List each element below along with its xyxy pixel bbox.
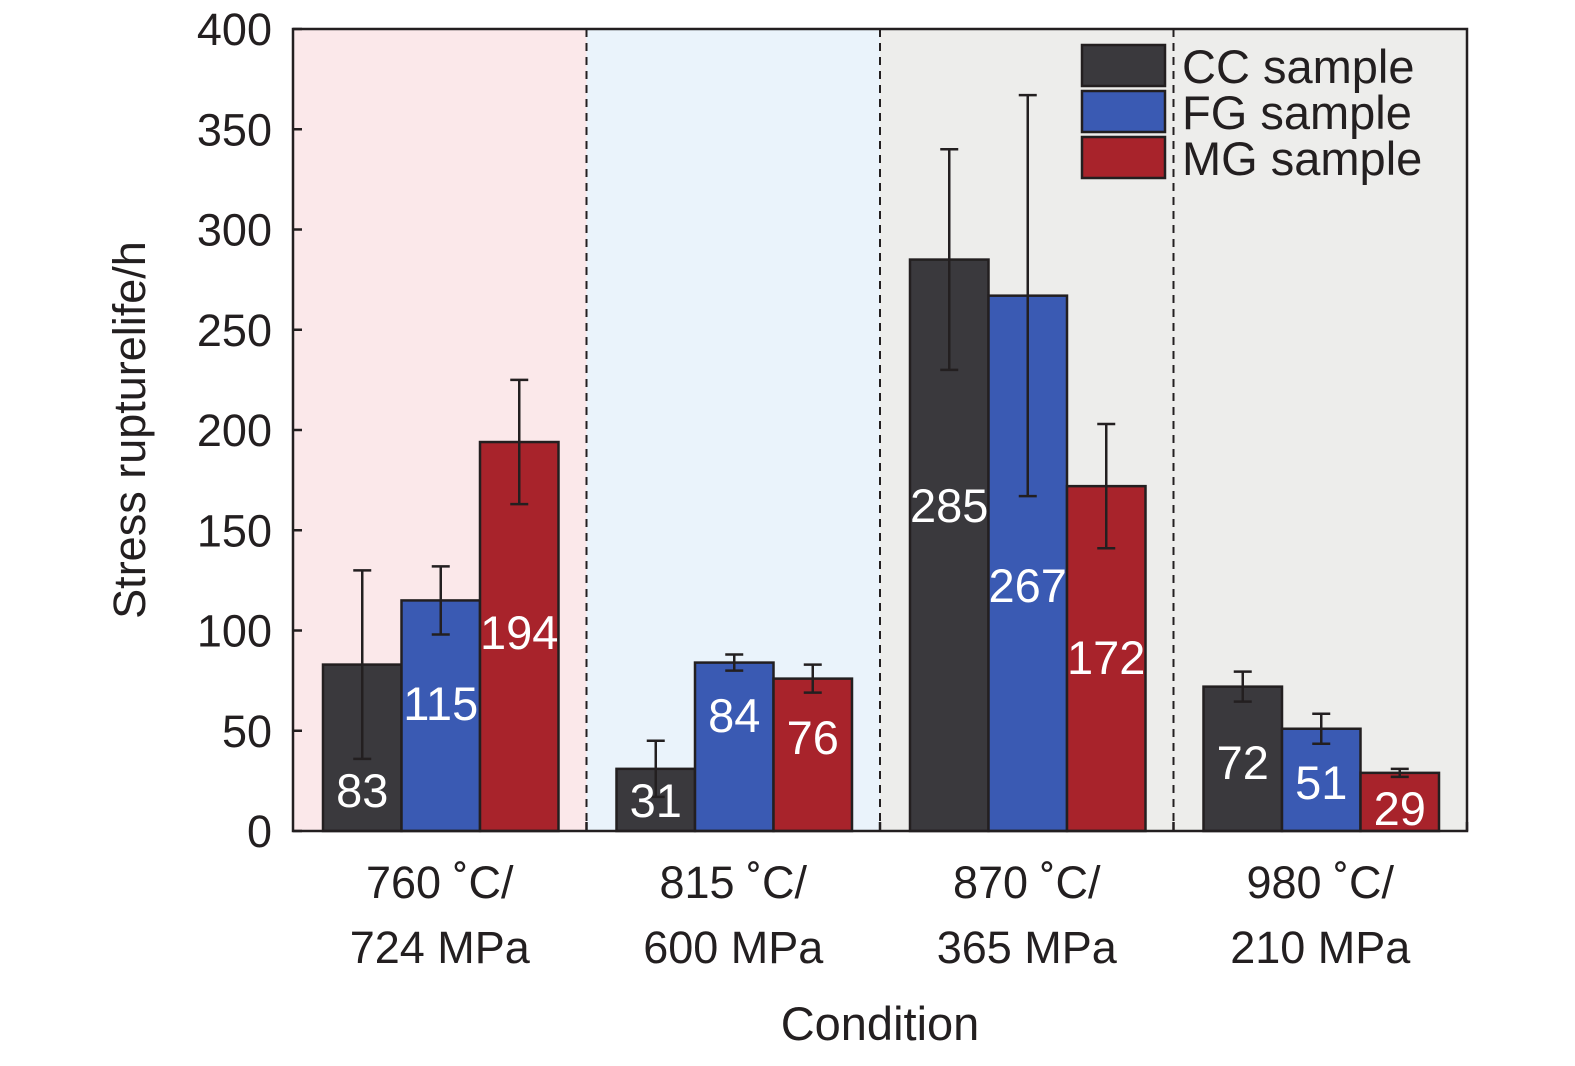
data-label: 31 [630,774,682,827]
data-label: 29 [1374,782,1426,835]
bar [772,677,854,833]
y-tick-label: 400 [197,4,272,55]
data-label: 51 [1295,756,1347,809]
x-tick-label: 980 ˚C/ [1246,857,1394,908]
y-tick-label: 350 [197,104,272,155]
legend-swatch [1080,43,1167,88]
data-label: 194 [480,606,558,659]
y-tick-label: 300 [197,205,272,256]
bar [693,661,775,833]
legend-label: CC sample [1182,40,1414,93]
data-label: 84 [708,689,760,742]
data-label: 72 [1217,736,1269,789]
data-label: 172 [1067,631,1145,684]
x-axis-label: Condition [781,997,980,1050]
x-tick-label: 210 MPa [1230,922,1411,973]
y-tick-label: 0 [247,806,272,857]
data-label: 76 [787,711,839,764]
x-tick-label: 760 ˚C/ [366,857,514,908]
data-label: 267 [989,559,1067,612]
y-tick-label: 100 [197,606,272,657]
data-label: 285 [910,479,988,532]
legend-swatch [1080,135,1167,180]
y-tick-label: 250 [197,305,272,356]
data-label: 115 [403,677,478,730]
y-axis-label: Stress rupturelife/h [104,241,155,619]
legend-swatch [1080,89,1167,134]
x-tick-label: 815 ˚C/ [659,857,807,908]
y-tick-label: 150 [197,505,272,556]
y-tick-label: 50 [222,706,272,757]
x-tick-label: 600 MPa [643,922,824,973]
x-tick-label: 870 ˚C/ [953,857,1101,908]
x-tick-label: 724 MPa [350,922,531,973]
x-tick-label: 365 MPa [937,922,1118,973]
data-label: 83 [336,764,388,817]
legend-label: MG sample [1182,132,1422,185]
legend-label: FG sample [1182,86,1412,139]
y-tick-label: 200 [197,405,272,456]
